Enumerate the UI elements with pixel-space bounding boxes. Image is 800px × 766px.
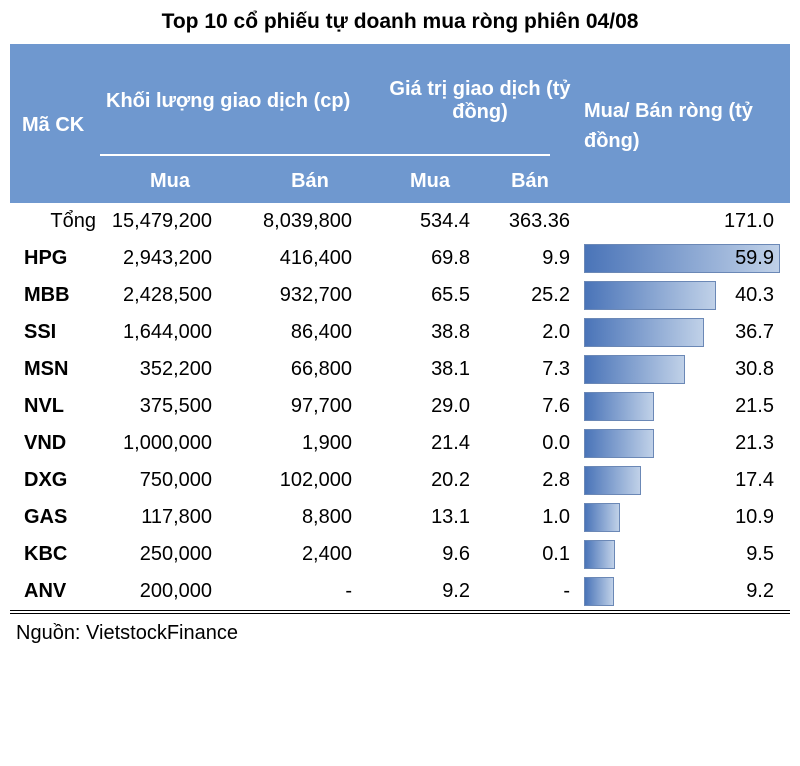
row-val-buy: 38.8 xyxy=(380,314,480,351)
row-val-buy: 69.8 xyxy=(380,240,480,277)
row-vol-buy: 200,000 xyxy=(100,573,240,610)
row-code: SSI xyxy=(10,314,100,351)
row-vol-buy: 352,200 xyxy=(100,351,240,388)
total-val-sell: 363.36 xyxy=(480,203,580,240)
table-body: Tổng15,479,2008,039,800534.4363.36171.0H… xyxy=(10,203,790,610)
row-val-sell: 2.0 xyxy=(480,314,580,351)
table-row: KBC250,0002,4009.60.19.5 xyxy=(10,536,790,573)
row-val-sell: 9.9 xyxy=(480,240,580,277)
row-code: KBC xyxy=(10,536,100,573)
row-val-sell: 0.1 xyxy=(480,536,580,573)
row-val-sell: 7.6 xyxy=(480,388,580,425)
row-vol-sell: 932,700 xyxy=(240,277,380,314)
total-vol-buy: 15,479,200 xyxy=(100,203,240,240)
row-val-buy: 29.0 xyxy=(380,388,480,425)
table-header: Mã CK Khối lượng giao dịch (cp) Giá trị … xyxy=(10,44,790,203)
table-row: NVL375,50097,70029.07.621.5 xyxy=(10,388,790,425)
header-val-buy: Mua xyxy=(380,162,480,203)
header-volume: Khối lượng giao dịch (cp) xyxy=(100,44,380,154)
row-code: HPG xyxy=(10,240,100,277)
row-vol-buy: 1,644,000 xyxy=(100,314,240,351)
row-vol-sell: 1,900 xyxy=(240,425,380,462)
row-code: NVL xyxy=(10,388,100,425)
row-val-buy: 9.2 xyxy=(380,573,480,610)
row-val-buy: 65.5 xyxy=(380,277,480,314)
row-vol-sell: 8,800 xyxy=(240,499,380,536)
total-net: 171.0 xyxy=(580,203,790,240)
table-row: DXG750,000102,00020.22.817.4 xyxy=(10,462,790,499)
row-vol-buy: 375,500 xyxy=(100,388,240,425)
header-net: Mua/ Bán ròng (tỷ đồng) xyxy=(580,44,790,203)
row-net: 30.8 xyxy=(580,351,790,388)
row-code: ANV xyxy=(10,573,100,610)
row-vol-buy: 2,943,200 xyxy=(100,240,240,277)
row-val-sell: 25.2 xyxy=(480,277,580,314)
row-val-buy: 21.4 xyxy=(380,425,480,462)
row-vol-buy: 117,800 xyxy=(100,499,240,536)
row-net: 36.7 xyxy=(580,314,790,351)
header-code: Mã CK xyxy=(10,44,100,203)
row-vol-sell: 66,800 xyxy=(240,351,380,388)
row-vol-sell: 416,400 xyxy=(240,240,380,277)
row-vol-buy: 2,428,500 xyxy=(100,277,240,314)
row-net: 9.5 xyxy=(580,536,790,573)
header-divider xyxy=(100,154,580,162)
source-footer: Nguồn: VietstockFinance xyxy=(10,610,790,645)
table-row: SSI1,644,00086,40038.82.036.7 xyxy=(10,314,790,351)
total-row: Tổng15,479,2008,039,800534.4363.36171.0 xyxy=(10,203,790,240)
row-net: 9.2 xyxy=(580,573,790,610)
row-val-sell: 7.3 xyxy=(480,351,580,388)
row-net: 40.3 xyxy=(580,277,790,314)
row-val-sell: - xyxy=(480,573,580,610)
row-code: MSN xyxy=(10,351,100,388)
table-row: MSN352,20066,80038.17.330.8 xyxy=(10,351,790,388)
data-table-wrapper: Mã CK Khối lượng giao dịch (cp) Giá trị … xyxy=(10,44,790,645)
row-net: 21.3 xyxy=(580,425,790,462)
row-val-buy: 9.6 xyxy=(380,536,480,573)
row-net: 10.9 xyxy=(580,499,790,536)
row-vol-sell: 2,400 xyxy=(240,536,380,573)
row-vol-sell: 102,000 xyxy=(240,462,380,499)
row-net: 21.5 xyxy=(580,388,790,425)
row-code: VND xyxy=(10,425,100,462)
header-vol-sell: Bán xyxy=(240,162,380,203)
total-val-buy: 534.4 xyxy=(380,203,480,240)
row-vol-buy: 750,000 xyxy=(100,462,240,499)
row-code: GAS xyxy=(10,499,100,536)
row-vol-sell: 86,400 xyxy=(240,314,380,351)
table-row: VND1,000,0001,90021.40.021.3 xyxy=(10,425,790,462)
header-val-sell: Bán xyxy=(480,162,580,203)
row-vol-sell: 97,700 xyxy=(240,388,380,425)
data-table: Mã CK Khối lượng giao dịch (cp) Giá trị … xyxy=(10,44,790,610)
row-val-sell: 2.8 xyxy=(480,462,580,499)
row-vol-buy: 250,000 xyxy=(100,536,240,573)
table-row: ANV200,000-9.2-9.2 xyxy=(10,573,790,610)
header-vol-buy: Mua xyxy=(100,162,240,203)
total-label: Tổng xyxy=(10,203,100,240)
table-row: MBB2,428,500932,70065.525.240.3 xyxy=(10,277,790,314)
table-row: GAS117,8008,80013.11.010.9 xyxy=(10,499,790,536)
row-code: DXG xyxy=(10,462,100,499)
chart-title: Top 10 cổ phiếu tự doanh mua ròng phiên … xyxy=(10,10,790,34)
row-vol-sell: - xyxy=(240,573,380,610)
table-row: HPG2,943,200416,40069.89.959.9 xyxy=(10,240,790,277)
row-val-sell: 0.0 xyxy=(480,425,580,462)
header-value: Giá trị giao dịch (tỷ đồng) xyxy=(380,44,580,154)
row-val-sell: 1.0 xyxy=(480,499,580,536)
row-vol-buy: 1,000,000 xyxy=(100,425,240,462)
row-code: MBB xyxy=(10,277,100,314)
row-val-buy: 38.1 xyxy=(380,351,480,388)
total-vol-sell: 8,039,800 xyxy=(240,203,380,240)
row-net: 17.4 xyxy=(580,462,790,499)
row-net: 59.9 xyxy=(580,240,790,277)
row-val-buy: 13.1 xyxy=(380,499,480,536)
row-val-buy: 20.2 xyxy=(380,462,480,499)
